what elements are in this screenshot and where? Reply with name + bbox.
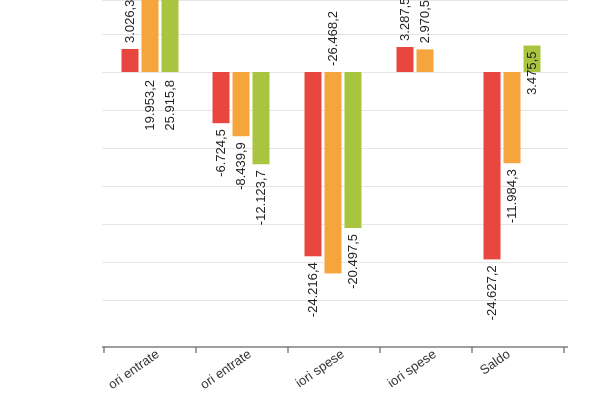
data-label: 25.915,8 [162,80,177,131]
category-label: ori entrate [105,346,162,392]
category-label: Saldo [477,346,513,377]
bar [523,45,541,72]
data-label: -8.439,9 [233,142,248,190]
x-axis [102,346,568,353]
bar [416,49,434,72]
data-label: -6.724,5 [213,129,228,177]
data-label: 3.287,5 [397,0,412,41]
bar [161,0,179,72]
data-label: 3.026,3 [122,0,137,43]
data-label: 3.475,5 [524,52,539,95]
data-label: -20.497,5 [345,234,360,289]
data-label: -24.216,4 [305,262,320,317]
bar [396,46,414,72]
bar [141,0,159,73]
data-label: -12.123,7 [253,170,268,225]
category-label: iori spese [293,346,347,390]
category-labels: ori entrate ori entrate iori spese iori spe… [105,346,513,392]
category-label: iori spese [385,346,439,390]
bars [121,0,541,274]
bar [503,72,521,164]
data-label: 19.953,2 [142,80,157,131]
bar [212,72,230,124]
data-label: -24.627,2 [484,265,499,320]
bar [344,72,362,228]
data-label: -11.984,3 [504,169,519,223]
bar [232,72,250,137]
data-label: -26.468,2 [325,11,340,66]
data-label: 2.970,5 [417,0,432,43]
category-label: ori entrate [197,346,254,392]
bar [324,72,342,274]
bar [304,72,322,257]
data-labels: 3.026,3 -6.724,5 -24.216,4 3.287,5 -24.627,2… [122,0,539,320]
bar [483,72,501,260]
bar [252,72,270,165]
bar [121,48,139,72]
